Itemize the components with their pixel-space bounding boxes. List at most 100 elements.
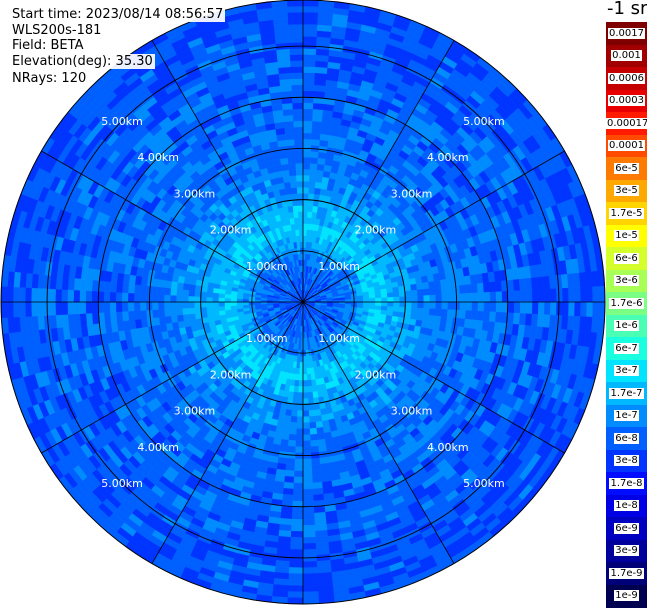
ppi-cell xyxy=(292,507,303,513)
ppi-cell xyxy=(80,302,86,314)
ppi-cell xyxy=(200,302,206,307)
ppi-cell xyxy=(417,289,424,296)
ppi-cell xyxy=(19,302,25,317)
ppi-cell xyxy=(219,310,226,315)
ppi-cell xyxy=(165,316,172,324)
ppi-cell xyxy=(308,205,313,211)
ppi-cell xyxy=(599,286,605,302)
ppi-cell xyxy=(278,530,291,537)
ppi-cell xyxy=(110,312,117,322)
ppi-cell xyxy=(288,579,303,585)
ppi-cell xyxy=(303,36,317,42)
ppi-cell xyxy=(369,302,375,306)
ppi-cell xyxy=(381,289,388,294)
ppi-cell xyxy=(315,67,328,74)
ppi-cell xyxy=(189,284,196,291)
ppi-cell xyxy=(194,302,200,308)
ppi-cell xyxy=(496,292,502,302)
ppi-cell xyxy=(299,374,303,380)
ppi-cell xyxy=(306,356,309,362)
ppi-cell xyxy=(568,302,574,316)
ppi-cell xyxy=(303,592,318,598)
ppi-cell xyxy=(436,295,442,302)
ppi-cell xyxy=(288,592,303,598)
ppi-cell xyxy=(19,287,25,302)
ppi-cell xyxy=(303,495,313,501)
ppi-cell xyxy=(483,282,490,292)
ppi-cell xyxy=(298,386,303,392)
ppi-cell xyxy=(158,309,165,317)
ppi-cell xyxy=(310,434,318,441)
ppi-cell xyxy=(544,289,550,302)
ppi-cell xyxy=(393,302,399,307)
ppi-cell xyxy=(170,288,177,295)
ppi-cell xyxy=(291,410,297,416)
ppi-cell xyxy=(363,302,369,305)
ppi-cell xyxy=(513,279,520,291)
ppi-cell xyxy=(307,380,312,386)
ppi-cell xyxy=(164,295,170,302)
ppi-cell xyxy=(574,302,580,317)
ppi-cell xyxy=(387,297,393,302)
ppi-cell xyxy=(556,302,562,316)
ppi-cell xyxy=(434,280,441,288)
ppi-cell xyxy=(309,422,316,429)
ppi-cell xyxy=(586,302,592,317)
ppi-cell xyxy=(307,386,312,392)
ppi-cell xyxy=(303,54,316,60)
ppi-cell xyxy=(237,305,243,309)
ppi-cell xyxy=(303,417,309,423)
ppi-cell xyxy=(308,392,313,398)
ppi-cell xyxy=(307,374,311,380)
ppi-cell xyxy=(315,73,327,80)
ppi-cell xyxy=(74,278,81,290)
ppi-cell xyxy=(313,103,324,110)
ppi-cell xyxy=(176,295,182,302)
ppi-cell xyxy=(290,416,297,423)
ppi-cell xyxy=(447,286,454,294)
ppi-cell xyxy=(404,285,411,291)
ppi-cell xyxy=(92,313,99,324)
ppi-cell xyxy=(307,212,312,218)
ppi-cell xyxy=(550,302,556,315)
ppi-cell xyxy=(428,281,435,289)
ppi-cell xyxy=(303,230,307,236)
ppi-cell xyxy=(490,302,496,312)
ppi-cell xyxy=(128,284,135,293)
ppi-cell xyxy=(406,296,412,302)
ppi-cell xyxy=(303,585,318,591)
ppi-cell xyxy=(200,297,206,302)
ppi-cell xyxy=(206,307,212,312)
ppi-cell xyxy=(303,205,308,211)
ppi-cell xyxy=(471,311,478,320)
ppi-cell xyxy=(13,287,19,302)
ppi-cell xyxy=(280,439,288,446)
ppi-cell xyxy=(288,573,303,579)
ppi-cell xyxy=(296,429,303,435)
ppi-cell xyxy=(317,164,325,171)
ppi-cell xyxy=(526,290,532,302)
ppi-cell xyxy=(448,294,454,302)
ppi-cell xyxy=(435,287,442,295)
ppi-cell xyxy=(423,289,430,296)
ppi-cell xyxy=(243,302,249,305)
ppi-cell xyxy=(525,278,532,290)
ppi-cell xyxy=(283,488,293,495)
ppi-cell xyxy=(281,506,292,513)
ppi-cell xyxy=(303,411,309,417)
ppi-cell xyxy=(303,477,312,483)
ppi-cell xyxy=(306,368,310,374)
ppi-cell xyxy=(134,293,140,302)
ppi-cell xyxy=(315,61,328,68)
ppi-cell xyxy=(171,315,178,323)
ppi-cell xyxy=(303,435,310,441)
ppi-cell xyxy=(568,288,574,302)
ppi-cell xyxy=(507,313,514,324)
ppi-cell xyxy=(296,435,303,441)
ppi-cell xyxy=(400,302,406,307)
ppi-cell xyxy=(495,281,502,292)
ppi-cell xyxy=(104,281,111,292)
ppi-cell xyxy=(387,288,394,293)
ppi-cell xyxy=(182,289,189,296)
ppi-cell xyxy=(435,309,442,317)
